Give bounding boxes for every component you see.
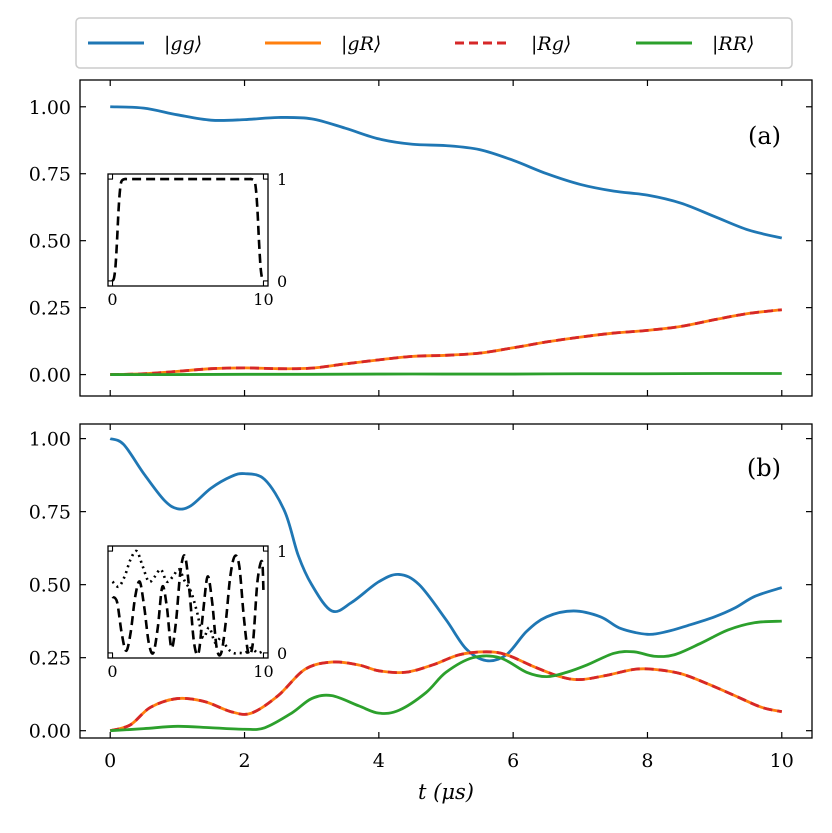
legend-label: |Rg⟩ [531,33,571,55]
inset-series-line [111,554,265,657]
legend-frame [75,17,793,69]
legend-entry: |gR⟩ [265,33,381,55]
series-line [109,650,783,733]
y-tick-label: 0.00 [29,365,71,387]
y-tick-label: 0.75 [29,502,71,524]
panel-a-series [110,105,783,376]
series-line [110,619,782,733]
inset-series-line [111,177,265,282]
inset-x-tick-label: 0 [107,662,117,681]
inset-y-tick-label: 1 [277,542,287,561]
panel-a-label: (a) [748,122,781,150]
inset-series-line [111,549,264,655]
legend-entry: |gg⟩ [88,33,202,55]
inset-y-tick-label: 1 [277,170,287,189]
x-tick-label: 0 [104,750,116,772]
x-tick-label: 10 [770,750,794,772]
legend-entries: |gg⟩ |gR⟩ |Rg⟩ |RR⟩ [88,33,754,55]
series-line [110,308,782,376]
y-tick-label: 0.50 [29,575,71,597]
panel-a-ticks: 0.00 0.25 0.50 0.75 1.00 [29,80,812,396]
y-tick-label: 0.25 [29,648,71,670]
x-tick-label: 6 [507,750,519,772]
inset-y-tick-label: 0 [277,644,287,663]
series-line [110,105,783,240]
x-axis-label: t (μs) [418,780,474,804]
y-tick-label: 0.25 [29,298,71,320]
inset-x-tick-label: 10 [253,662,273,681]
panel-a-inset-frame [107,173,269,287]
y-tick-label: 0.50 [29,231,71,253]
inset-y-tick-label: 0 [277,272,287,291]
panel-b-label: (b) [747,454,781,482]
panel-b-series [109,437,783,733]
legend: |gg⟩ |gR⟩ |Rg⟩ |RR⟩ [75,17,793,69]
legend-label: |RR⟩ [712,33,754,55]
y-tick-label: 0.00 [29,721,71,743]
series-line [109,650,783,733]
legend-entry: |Rg⟩ [455,33,571,55]
series-line [110,308,782,376]
panel-b-axes-frame [79,423,813,739]
inset-x-tick-label: 10 [253,290,273,309]
series-line [109,437,783,663]
y-tick-label: 0.75 [29,164,71,186]
legend-entry: |RR⟩ [636,33,754,55]
legend-label: |gg⟩ [164,33,202,55]
y-tick-label: 1.00 [29,97,71,119]
panel-b-inset-frame [107,545,269,659]
panel-a-axes-frame [79,79,813,397]
y-tick-label: 1.00 [29,429,71,451]
panel-b-ticks: 0.000.250.500.751.000 2 4 6 8 10 [29,424,812,772]
inset-x-tick-label: 0 [107,290,117,309]
x-tick-label: 4 [373,750,385,772]
series-line [110,372,782,376]
legend-label: |gR⟩ [341,33,381,55]
x-tick-label: 8 [641,750,653,772]
x-tick-label: 2 [238,750,250,772]
